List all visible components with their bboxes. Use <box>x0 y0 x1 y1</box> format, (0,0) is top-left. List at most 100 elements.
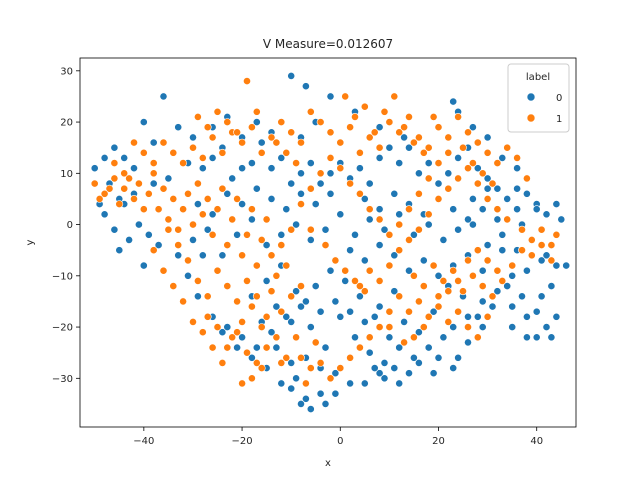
point-0-76 <box>483 241 492 249</box>
point-0-48 <box>552 200 561 208</box>
point-0-33 <box>405 143 413 152</box>
point-1-151 <box>385 307 394 316</box>
point-1-162 <box>454 174 462 183</box>
point-0-67 <box>351 230 359 239</box>
point-0-243 <box>547 333 556 342</box>
point-1-89 <box>272 333 281 342</box>
point-1-64 <box>395 128 404 137</box>
point-1-21 <box>198 210 207 219</box>
point-0-223 <box>390 251 399 260</box>
point-0-89 <box>503 282 512 290</box>
point-1-62 <box>375 143 384 152</box>
point-0-120 <box>336 312 345 321</box>
point-0-40 <box>473 164 482 173</box>
point-1-23 <box>208 230 217 239</box>
point-0-232 <box>360 317 369 326</box>
legend-title: label <box>526 72 550 83</box>
point-1-211 <box>468 159 477 167</box>
point-1-121 <box>444 317 453 326</box>
point-1-177 <box>385 230 394 239</box>
point-1-61 <box>365 133 374 142</box>
point-0-17 <box>247 159 256 167</box>
point-0-187 <box>252 118 261 126</box>
point-1-130 <box>434 292 443 301</box>
point-0-73 <box>439 235 448 244</box>
point-1-122 <box>454 307 462 316</box>
point-0-211 <box>311 200 320 208</box>
point-1-35 <box>267 251 276 260</box>
point-1-97 <box>238 379 246 388</box>
point-1-67 <box>424 143 433 152</box>
point-0-86 <box>542 323 551 331</box>
point-1-161 <box>444 184 453 193</box>
point-0-95 <box>414 328 423 337</box>
point-0-29 <box>365 179 374 188</box>
point-0-10 <box>174 123 183 132</box>
point-1-79 <box>174 241 183 249</box>
point-0-28 <box>355 164 364 173</box>
point-0-212 <box>297 189 305 198</box>
point-0-125 <box>409 353 418 362</box>
point-1-114 <box>547 241 556 249</box>
point-0-77 <box>498 230 507 239</box>
point-1-54 <box>297 138 305 147</box>
legend-label-1: 1 <box>556 114 562 125</box>
point-0-171 <box>301 82 310 91</box>
point-1-160 <box>434 194 443 203</box>
point-1-59 <box>346 123 354 132</box>
point-1-179 <box>405 205 413 214</box>
point-0-166 <box>523 266 531 275</box>
point-0-225 <box>419 256 428 265</box>
point-1-229 <box>198 328 207 337</box>
point-0-244 <box>498 246 507 255</box>
point-0-44 <box>513 184 521 193</box>
point-0-118 <box>306 323 315 331</box>
point-0-248 <box>483 184 492 193</box>
point-0-87 <box>532 307 541 316</box>
point-1-103 <box>439 276 448 285</box>
point-0-49 <box>557 215 566 224</box>
point-1-225 <box>149 246 158 255</box>
point-0-154 <box>287 358 296 367</box>
point-1-20 <box>193 179 202 188</box>
point-1-92 <box>213 323 222 331</box>
point-1-155 <box>385 261 394 270</box>
point-0-111 <box>184 271 192 280</box>
point-1-95 <box>252 358 261 367</box>
point-0-21 <box>287 179 296 188</box>
point-1-120 <box>434 302 443 311</box>
point-0-91 <box>473 312 482 321</box>
point-0-106 <box>252 343 261 352</box>
point-0-51 <box>144 230 153 239</box>
point-0-155 <box>272 343 281 352</box>
point-0-240 <box>508 323 517 331</box>
point-1-139 <box>316 358 325 367</box>
point-1-188 <box>110 159 119 167</box>
point-1-77 <box>523 174 531 183</box>
point-0-137 <box>346 379 354 388</box>
point-1-157 <box>405 235 413 244</box>
point-0-207 <box>464 215 472 224</box>
point-0-98 <box>370 312 379 321</box>
point-0-35 <box>424 159 433 167</box>
point-1-204 <box>380 107 389 116</box>
point-0-129 <box>464 338 472 347</box>
point-1-110 <box>508 261 517 270</box>
point-1-82 <box>203 292 212 301</box>
point-1-1 <box>95 194 104 203</box>
point-1-170 <box>316 169 325 178</box>
point-0-230 <box>331 297 340 306</box>
x-tick-label-2: 0 <box>337 436 343 447</box>
point-1-36 <box>272 271 281 280</box>
point-0-74 <box>454 225 462 234</box>
point-1-150 <box>375 323 384 331</box>
point-0-181 <box>498 153 507 162</box>
point-0-23 <box>306 159 315 167</box>
point-0-214 <box>267 194 276 203</box>
y-tick-label-4: 10 <box>60 169 73 180</box>
point-1-76 <box>513 153 521 162</box>
point-0-82 <box>562 261 571 270</box>
point-0-130 <box>478 323 487 331</box>
point-0-179 <box>468 123 477 132</box>
point-1-221 <box>341 266 350 275</box>
